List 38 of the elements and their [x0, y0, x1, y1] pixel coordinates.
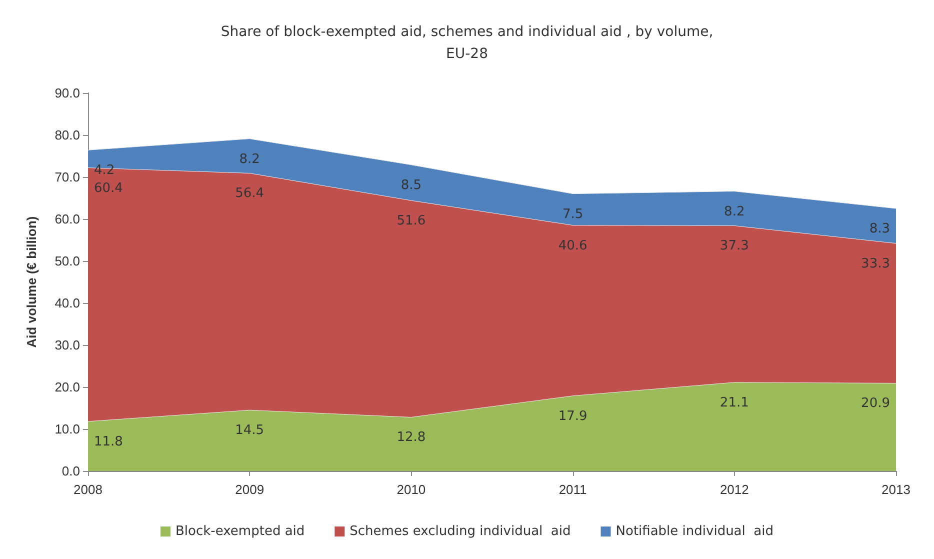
y-tick-label: 20.0 [54, 380, 80, 394]
data-label: 20.9 [861, 396, 890, 412]
data-label: 8.5 [400, 178, 422, 193]
y-tick-label: 40.0 [54, 296, 80, 310]
data-label: 37.3 [720, 238, 749, 254]
y-axis-title: Aid volume (€ billion) [24, 216, 39, 348]
data-label: 12.8 [396, 430, 426, 446]
y-tick-label: 0.0 [62, 464, 80, 478]
data-label: 7.5 [562, 206, 584, 222]
x-tick-label: 2008 [74, 482, 102, 497]
y-tick-label: 60.0 [54, 212, 80, 226]
data-label: 51.6 [396, 214, 426, 229]
x-tick-label: 2013 [882, 482, 910, 497]
legend-label: Schemes excluding individual aid [350, 524, 571, 539]
y-tick-label: 80.0 [54, 128, 80, 142]
data-label: 21.1 [720, 395, 749, 410]
legend-label: Notifiable individual aid [616, 524, 774, 539]
y-tick-label: 90.0 [54, 86, 80, 100]
data-label: 14.5 [235, 423, 264, 438]
data-label: 17.9 [558, 408, 588, 424]
data-label: 8.3 [869, 222, 890, 236]
data-label: 33.3 [861, 256, 890, 272]
data-label: 11.8 [94, 434, 123, 450]
data-label: 56.4 [235, 186, 264, 202]
y-tick-label: 70.0 [54, 170, 80, 184]
y-tick-label: 50.0 [54, 254, 80, 268]
y-tick-label: 30.0 [54, 338, 80, 352]
x-tick-label: 2011 [558, 482, 587, 497]
data-label: 60.4 [94, 180, 123, 196]
data-label: 8.2 [239, 152, 260, 167]
y-tick-label: 10.0 [54, 422, 80, 436]
x-tick-label: 2012 [720, 482, 749, 497]
x-tick-label: 2009 [235, 482, 264, 497]
x-tick-label: 2010 [396, 482, 426, 497]
data-label: 40.6 [558, 238, 588, 254]
data-label: 8.2 [724, 204, 745, 220]
legend-label: Block-exempted aid [176, 524, 305, 539]
chart-title: Share of block-exempted aid, schemes and individual aid , by volume, EU-28 [220, 24, 714, 62]
